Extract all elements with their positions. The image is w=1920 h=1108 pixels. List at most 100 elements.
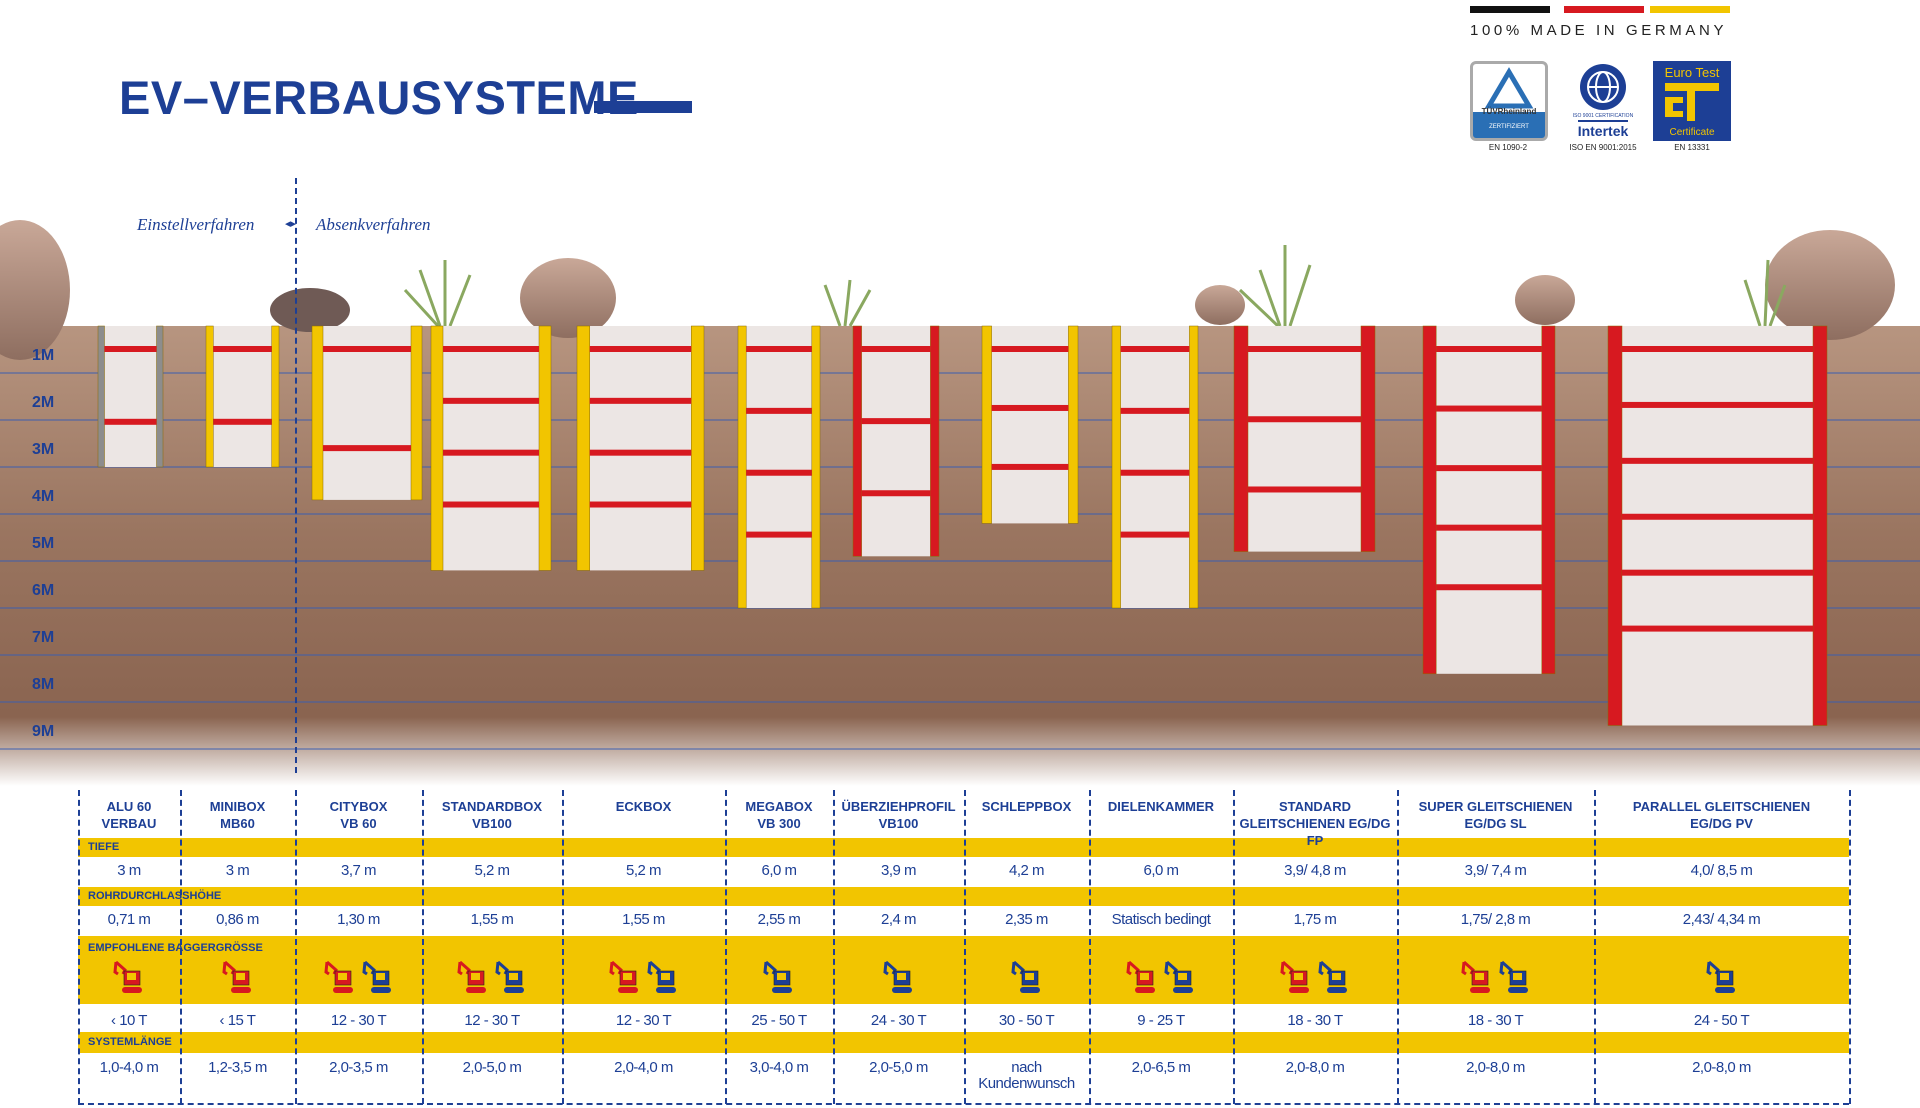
trench-scene bbox=[0, 220, 1920, 786]
trench-interior bbox=[577, 326, 704, 571]
excavator-icon bbox=[221, 960, 251, 993]
wall-left bbox=[430, 325, 444, 571]
column-header: DIELENKAMMER bbox=[1089, 798, 1233, 815]
strut bbox=[746, 531, 812, 538]
wall-left bbox=[1111, 325, 1121, 609]
excavator-group bbox=[295, 960, 422, 994]
excavator-group bbox=[964, 960, 1089, 994]
tonnage-value: 9 - 25 T bbox=[1137, 1012, 1185, 1029]
trench-interior bbox=[738, 326, 820, 608]
column-header: MEGABOX VB 300 bbox=[725, 798, 833, 832]
trench-box bbox=[1111, 325, 1199, 609]
wall-left bbox=[737, 325, 747, 609]
column-divider bbox=[295, 790, 297, 1104]
strut bbox=[589, 501, 692, 508]
excavator-icon bbox=[1460, 960, 1490, 993]
column-header: ALU 60 VERBAU bbox=[78, 798, 180, 832]
excavator-icon bbox=[882, 960, 912, 993]
column-divider bbox=[1849, 790, 1851, 1104]
wall-right bbox=[1189, 325, 1199, 609]
trench-interior bbox=[1112, 326, 1198, 608]
strut bbox=[1436, 584, 1542, 591]
eurotest-sub: Certificate bbox=[1669, 127, 1714, 138]
excavator-tracks bbox=[1714, 987, 1735, 993]
excavator-window bbox=[375, 973, 385, 980]
column-sub: EG/DG PV bbox=[1690, 816, 1753, 831]
excavator-arm bbox=[1318, 960, 1332, 976]
systemlaenge-value: 2,0-3,5 m bbox=[329, 1059, 388, 1076]
excavator-window bbox=[622, 973, 632, 980]
strut bbox=[443, 501, 539, 508]
strut bbox=[1248, 486, 1361, 493]
depth-label: 9M bbox=[32, 723, 55, 740]
depth-label: 7M bbox=[32, 629, 55, 646]
rohr-value: 0,71 m bbox=[107, 911, 151, 928]
excavator-icon bbox=[763, 960, 792, 993]
systemlaenge-value: 2,0-4,0 m bbox=[614, 1059, 673, 1076]
band-rohr: ROHRDURCHLASSHÖHE bbox=[78, 887, 1849, 906]
systemlaenge-value: nach Kundenwunsch bbox=[978, 1059, 1075, 1092]
grass bbox=[403, 245, 1787, 328]
excavator-arm bbox=[221, 960, 236, 976]
excavator-arm bbox=[113, 960, 127, 976]
excavator-group bbox=[180, 960, 295, 994]
excavator-arm bbox=[1164, 960, 1178, 976]
excavator-tracks bbox=[617, 987, 638, 993]
strut bbox=[1120, 469, 1190, 476]
trench-box bbox=[1607, 325, 1828, 726]
column-divider bbox=[725, 790, 727, 1104]
excavator-arm bbox=[1705, 960, 1720, 976]
wall-left bbox=[1422, 325, 1437, 675]
method-label-einstell: Einstellverfahren bbox=[137, 215, 255, 234]
systemlaenge-value: 2,0-5,0 m bbox=[869, 1059, 928, 1076]
tonnage-value: 18 - 30 T bbox=[1467, 1012, 1524, 1029]
specs-table: TIEFE ROHRDURCHLASSHÖHE EMPFOHLENE BAGGE… bbox=[0, 790, 1920, 1108]
rohr-value: 1,55 m bbox=[622, 911, 665, 928]
band-system: SYSTEMLÄNGE bbox=[78, 1032, 1849, 1053]
strut bbox=[1248, 346, 1361, 352]
excavator-arm bbox=[323, 960, 338, 976]
flag-stripe-gold bbox=[1650, 6, 1730, 13]
column-sub: VB100 bbox=[472, 816, 512, 831]
strut bbox=[861, 418, 931, 425]
systemlaenge-value: 2,0-5,0 m bbox=[462, 1059, 522, 1076]
double-arrow-icon: ◂▸ bbox=[285, 218, 297, 230]
excavator-icon bbox=[457, 960, 486, 993]
column-header: MINIBOX MB60 bbox=[180, 798, 295, 832]
strut bbox=[589, 397, 692, 404]
excavator-tracks bbox=[772, 987, 792, 993]
column-name: SCHLEPPBOX bbox=[981, 799, 1072, 814]
excavator-window bbox=[660, 973, 670, 980]
wall-right bbox=[811, 325, 821, 609]
excavator-group bbox=[422, 960, 562, 994]
tonnage-value: 25 - 50 T bbox=[751, 1012, 807, 1029]
excavator-icon bbox=[1164, 960, 1193, 993]
rohr-value: 1,75/ 2,8 m bbox=[1460, 911, 1531, 928]
excavator-window bbox=[1178, 973, 1187, 980]
excavator-tracks bbox=[1469, 987, 1490, 993]
tonnage-value: 24 - 50 T bbox=[1693, 1012, 1750, 1029]
band-label: EMPFOHLENE BAGGERGRÖSSE bbox=[88, 942, 263, 954]
depth-label: 6M bbox=[32, 582, 55, 599]
column-divider bbox=[78, 790, 80, 1104]
excavator-icon bbox=[608, 960, 638, 993]
excavator-window bbox=[1474, 973, 1484, 980]
excavator-tracks bbox=[332, 987, 353, 993]
trench-interior bbox=[312, 326, 422, 500]
excavator-group bbox=[78, 960, 180, 994]
strut bbox=[746, 469, 812, 476]
strut bbox=[443, 397, 539, 404]
wall-left bbox=[205, 325, 214, 468]
excavator-icon bbox=[1126, 960, 1155, 993]
excavator-group bbox=[1233, 960, 1397, 994]
strut bbox=[213, 346, 272, 352]
page-title: EV–VERBAUSYSTEME bbox=[119, 71, 639, 124]
title-accent-bar bbox=[594, 101, 692, 113]
excavator-tracks bbox=[1507, 987, 1528, 993]
column-name: ÜBERZIEHPROFIL bbox=[841, 799, 956, 814]
trench-box bbox=[1422, 325, 1556, 675]
excavator-window bbox=[1332, 973, 1341, 980]
strut bbox=[323, 445, 411, 452]
rohr-value: 0,86 m bbox=[216, 911, 259, 928]
depth-label: 4M bbox=[32, 488, 55, 505]
